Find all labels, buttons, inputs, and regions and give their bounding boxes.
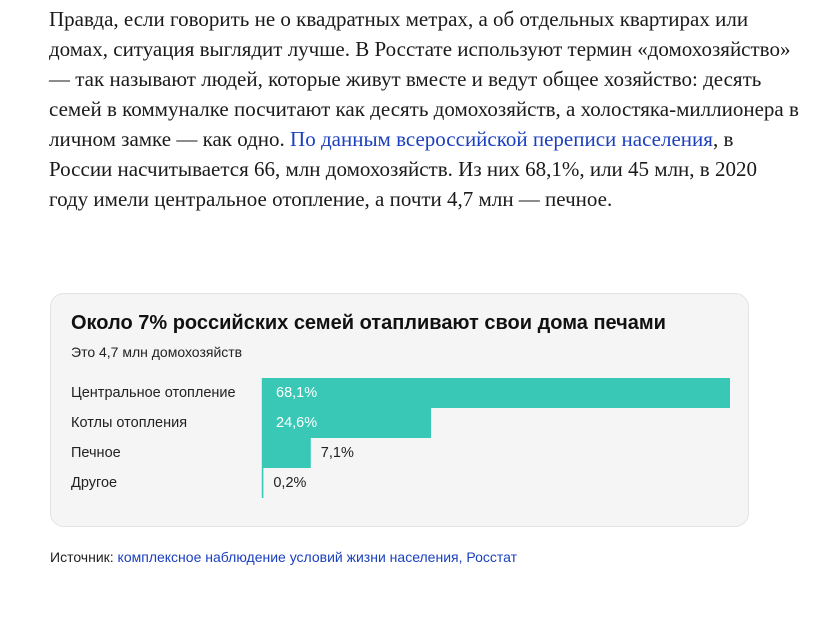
value-label: 0,2% xyxy=(273,475,306,491)
category-label: Другое xyxy=(71,475,117,491)
source-link[interactable]: комплексное наблюдение условий жизни нас… xyxy=(117,549,518,565)
bar xyxy=(262,408,432,438)
chart-title: Около 7% российских семей отапливают сво… xyxy=(71,312,666,334)
source-label: Источник: xyxy=(50,549,114,565)
chart-card: Около 7% российских семей отапливают сво… xyxy=(50,293,749,527)
article-paragraph: Правда, если говорить не о квадратных ме… xyxy=(49,4,799,214)
article-text-continuation: , в России насчитывается 66, млн домохоз… xyxy=(49,127,757,211)
chart-subtitle: Это 4,7 млн домохозяйств xyxy=(71,344,243,360)
category-label: Центральное отопление xyxy=(71,385,236,401)
bar xyxy=(262,468,264,498)
bar-chart: Центральное отопление 68,1% Котлы отоплени… xyxy=(71,378,730,498)
source-line: Источник: комплексное наблюдение условий… xyxy=(50,549,517,565)
bar xyxy=(262,378,730,408)
census-link[interactable]: По данным всероссийской переписи населен… xyxy=(290,127,713,151)
value-label: 68,1% xyxy=(276,385,317,401)
category-label: Печное xyxy=(71,445,121,461)
category-label: Котлы отопления xyxy=(71,415,187,431)
bar xyxy=(262,438,311,468)
value-label: 24,6% xyxy=(276,415,317,431)
value-label: 7,1% xyxy=(321,445,354,461)
article-text: Правда, если говорить не о квадратных ме… xyxy=(49,7,799,151)
